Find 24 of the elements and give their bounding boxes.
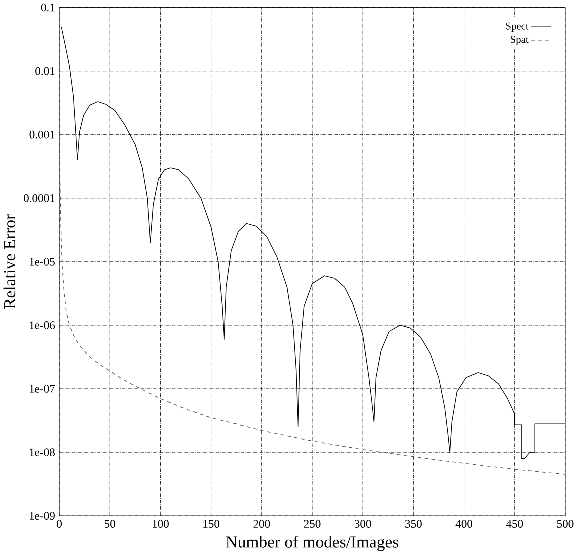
y-tick-label: 0.001	[30, 130, 55, 139]
legend-label: Spect	[506, 22, 529, 32]
x-tick-label: 400	[456, 520, 473, 528]
y-tick-label: 0.01	[36, 67, 55, 76]
y-axis-title: Relative Error	[4, 214, 16, 309]
y-tick-label: 1e-08	[30, 448, 55, 456]
y-tick-label: 1e-07	[30, 385, 56, 393]
x-tick-label: 200	[254, 520, 270, 528]
x-tick-label: 250	[304, 520, 321, 528]
y-tick-label: 0.0001	[24, 194, 55, 202]
legend-label: Spat	[510, 36, 529, 46]
x-tick-label: 50	[104, 520, 116, 528]
x-axis-title: Number of modes/Images	[226, 536, 399, 552]
x-tick-label: 0	[57, 520, 62, 528]
y-tick-label: 1e-09	[30, 512, 55, 520]
x-tick-label: 500	[557, 520, 574, 528]
x-tick-label: 300	[354, 520, 372, 528]
y-tick-label: 1e-05	[30, 258, 55, 266]
x-tick-label: 100	[153, 520, 169, 528]
x-tick-label: 150	[204, 520, 220, 528]
y-tick-label: 0.1	[41, 4, 55, 12]
y-tick-label: 1e-06	[30, 321, 56, 330]
x-tick-label: 350	[406, 520, 422, 528]
x-tick-label: 450	[506, 520, 524, 528]
